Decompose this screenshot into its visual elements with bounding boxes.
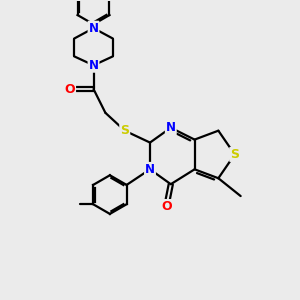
Text: N: N: [166, 121, 176, 134]
Text: O: O: [64, 82, 75, 96]
Text: N: N: [88, 22, 98, 34]
Text: O: O: [161, 200, 172, 213]
Text: N: N: [88, 59, 98, 72]
Text: N: N: [145, 163, 155, 176]
Text: S: S: [230, 148, 239, 161]
Text: S: S: [120, 124, 129, 137]
